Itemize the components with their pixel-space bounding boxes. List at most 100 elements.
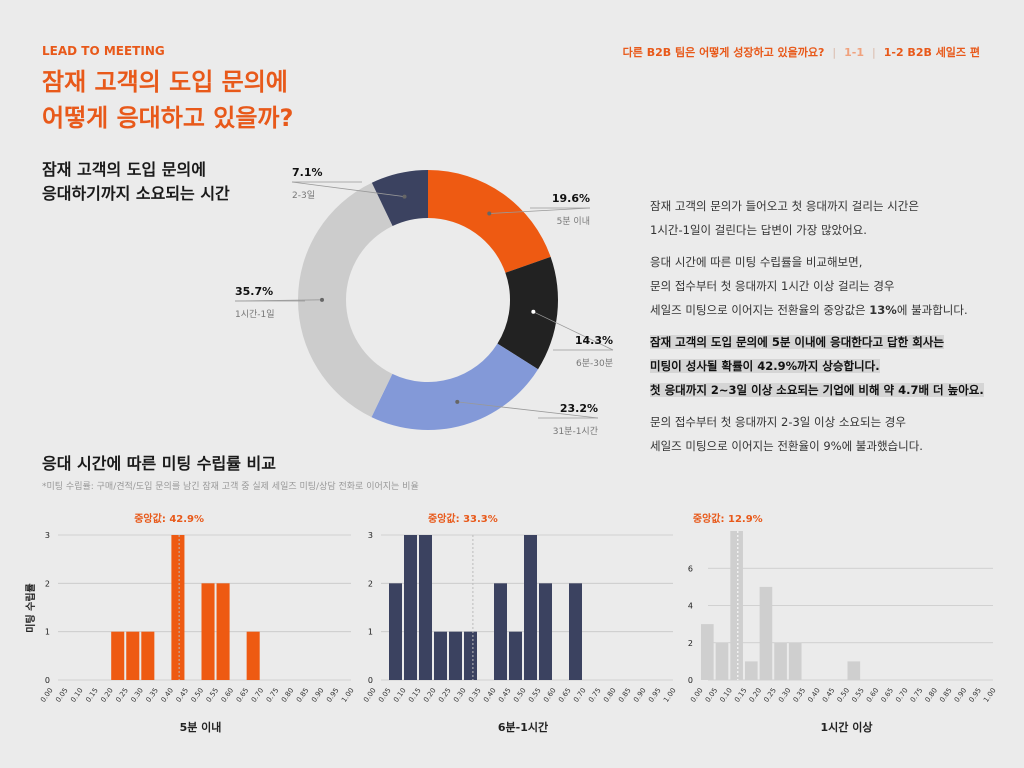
divider: | [872,45,876,59]
y-tick-label: 2 [45,579,50,588]
donut-slice [497,256,558,370]
histogram-bar [788,642,802,680]
y-tick-label: 4 [688,602,693,611]
divider: | [832,45,837,59]
x-tick-label: 0.50 [190,687,205,704]
highlight-paragraph: 잠재 고객의 도입 문의에 5분 이내에 응대한다고 답한 회사는 미팅이 성사될… [650,335,984,397]
paragraph: 응대 시간에 따른 미팅 수립률을 비교해보면, 문의 접수부터 첫 응대까지 1… [650,255,968,317]
leader-dot [531,309,536,314]
y-axis-label: 미팅 수립률 [24,583,37,632]
slice-label: 2-3일 [292,190,315,201]
x-axis-label: 5분 이내 [180,720,222,734]
histogram-bar [201,583,215,680]
x-tick-label: 0.70 [250,687,265,704]
nav-question[interactable]: 다른 B2B 팀은 어떻게 성장하고 있을까요? [622,46,825,59]
x-tick-label: 0.20 [748,687,763,704]
footnote: *미팅 수립률: 구매/견적/도입 문의를 남긴 잠재 고객 중 실제 세일즈 … [42,482,419,492]
slice-label: 6분-30분 [576,358,613,369]
y-tick-label: 0 [45,676,50,685]
leader-line [457,401,599,419]
histogram-bar [715,642,729,680]
x-tick-label: 0.95 [967,687,982,704]
x-tick-label: 0.90 [953,687,968,704]
x-tick-label: 0.25 [762,687,777,704]
slice-label: 31분-1시간 [553,426,598,437]
x-tick-label: 0.65 [880,687,895,704]
slice-label: 5분 이내 [557,216,590,227]
x-tick-label: 0.55 [205,687,220,704]
leader-dot [455,399,460,404]
x-tick-label: 0.00 [39,687,54,704]
histogram-bar [389,583,402,680]
histogram-bar [216,583,230,680]
histogram-bar [847,661,861,680]
y-tick-label: 1 [45,628,50,637]
leader-dot [320,297,325,302]
x-tick-label: 0.10 [718,687,733,704]
histogram-bar [246,631,260,680]
x-tick-label: 0.65 [235,687,250,704]
page-title: 잠재 고객의 도입 문의에 어떻게 응대하고 있을까? [42,64,293,136]
histogram-bar [126,631,140,680]
x-tick-label: 0.40 [806,687,821,704]
nav-part1[interactable]: 1-1 [844,45,865,59]
leader-line [533,311,614,351]
donut-slice [371,170,428,227]
slice-value: 19.6% [552,192,590,205]
x-tick-label: 0.30 [777,687,792,704]
histogram-bar [569,583,582,680]
x-tick-label: 0.60 [220,687,235,704]
x-tick-label: 0.00 [362,687,377,704]
x-tick-label: 0.75 [265,687,280,704]
x-tick-label: 0.35 [792,687,807,704]
histogram-bar [141,631,155,680]
x-tick-label: 0.80 [602,687,617,704]
x-tick-label: 0.70 [572,687,587,704]
x-tick-label: 0.65 [557,687,572,704]
x-tick-label: 0.00 [689,687,704,704]
title-line: 잠재 고객의 도입 문의에 [42,160,206,179]
histogram-bar [774,642,787,680]
x-tick-label: 0.80 [924,687,939,704]
leader-line [291,181,405,198]
x-tick-label: 0.60 [865,687,880,704]
eyebrow: LEAD TO MEETING [42,44,165,58]
x-tick-label: 0.20 [99,687,114,704]
x-tick-label: 0.50 [512,687,527,704]
x-axis-label: 1시간 이상 [821,720,873,734]
x-tick-label: 0.35 [144,687,159,704]
histogram-bar [539,583,552,680]
histogram-bar [524,535,537,680]
leader-dot [487,211,492,216]
x-tick-label: 1.00 [662,687,677,704]
x-tick-label: 0.15 [84,687,99,704]
histogram-bar [701,624,714,680]
y-tick-label: 1 [368,628,373,637]
x-tick-label: 0.25 [437,687,452,704]
slice-label: 1시간-1일 [235,309,275,320]
slice-value: 23.2% [560,402,598,415]
leader-line [489,207,591,214]
histogram-bar [171,535,185,680]
slice-value: 7.1% [292,166,323,179]
x-tick-label: 0.45 [497,687,512,704]
histogram-bar [744,661,758,680]
nav-part2[interactable]: 1-2 B2B 세일즈 편 [883,46,980,59]
x-tick-label: 0.50 [836,687,851,704]
donut-slice [428,170,551,273]
title-line: 잠재 고객의 도입 문의에 [42,68,288,96]
x-tick-label: 0.80 [280,687,295,704]
histogram-bar [494,583,507,680]
x-tick-label: 1.00 [982,687,997,704]
y-tick-label: 3 [45,531,50,540]
x-tick-label: 0.05 [377,687,392,704]
leader-dot [402,194,407,199]
histogram-bar [419,535,432,680]
donut-slice [298,182,393,418]
histogram-bar [759,586,773,680]
x-tick-label: 0.30 [452,687,467,704]
paragraph: 잠재 고객의 문의가 들어오고 첫 응대까지 걸리는 시간은 1시간-1일이 걸린… [650,199,919,237]
x-tick-label: 0.85 [295,687,310,704]
x-tick-label: 0.90 [632,687,647,704]
x-tick-label: 0.45 [821,687,836,704]
